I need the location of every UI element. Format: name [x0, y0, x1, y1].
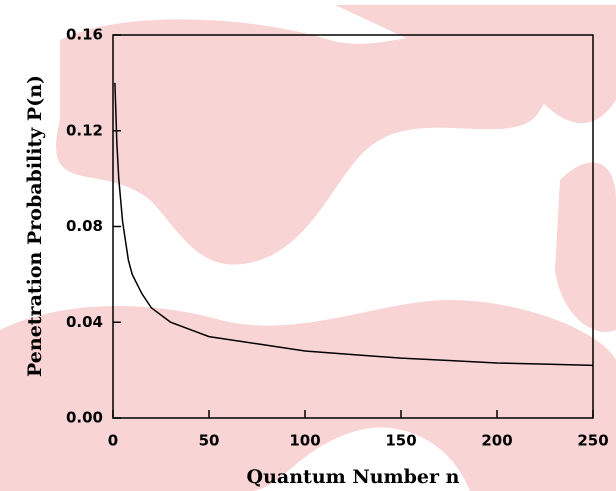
data-line — [114, 82, 594, 367]
y-tick-label: 0.08 — [66, 217, 103, 235]
x-tick-label: 250 — [577, 432, 608, 450]
y-tick-label: 0.16 — [66, 26, 103, 44]
y-axis-label: Penetration Probability P(n) — [24, 75, 46, 377]
x-tick-label: 0 — [108, 432, 118, 450]
y-tick-label: 0.04 — [66, 313, 103, 331]
y-tick-label: 0.00 — [66, 409, 103, 427]
x-tick-label: 50 — [199, 432, 220, 450]
x-tick-label: 100 — [289, 432, 320, 450]
y-tick-label: 0.12 — [66, 121, 103, 139]
x-axis-label: Quantum Number n — [247, 466, 460, 488]
x-tick-label: 200 — [481, 432, 512, 450]
x-tick-label: 150 — [385, 432, 416, 450]
